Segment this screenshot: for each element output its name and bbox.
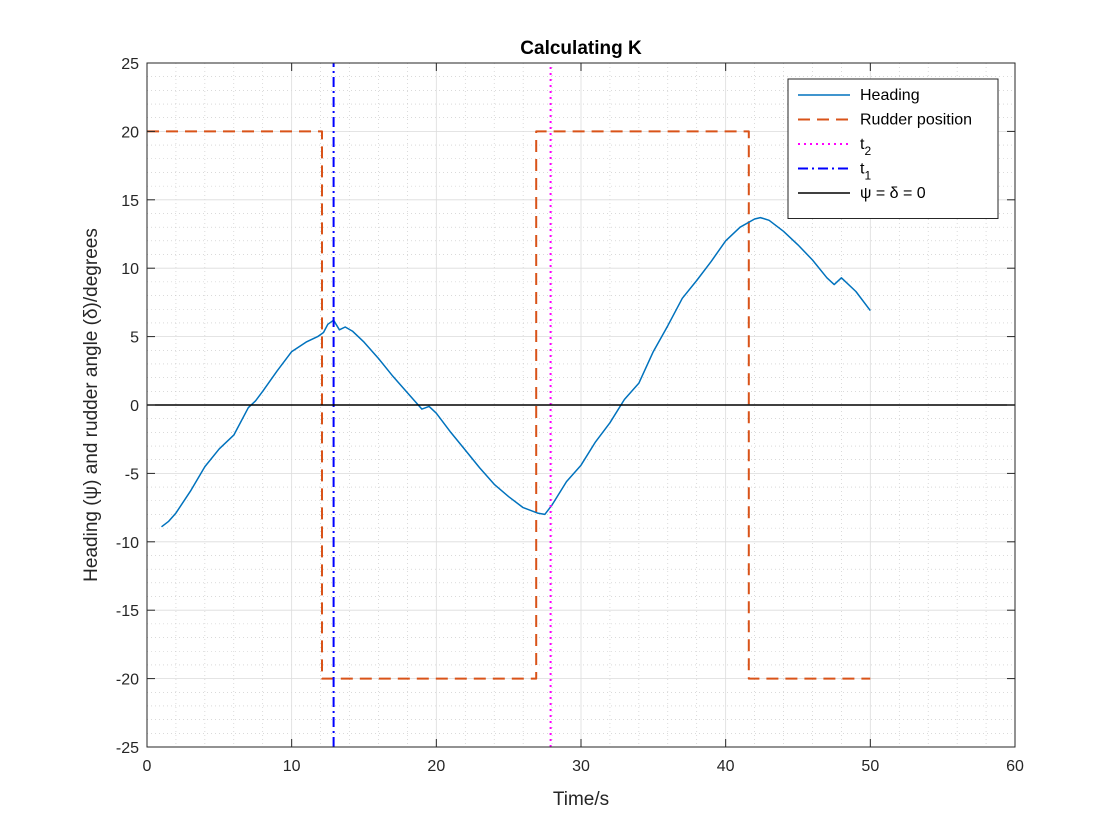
legend-label-3: t1 [860, 161, 871, 183]
series-line-1 [147, 130, 871, 680]
legend-label-1: Rudder position [860, 112, 972, 129]
x-tick-label: 40 [717, 758, 735, 775]
y-tick-label: -10 [116, 535, 139, 552]
legend-box [787, 78, 999, 219]
x-tick-label: 10 [283, 758, 301, 775]
y-tick-label: 5 [130, 330, 139, 347]
x-tick-label: 0 [143, 758, 152, 775]
x-tick-label: 20 [427, 758, 445, 775]
y-tick-label: 25 [121, 56, 139, 73]
y-tick-label: 15 [121, 193, 139, 210]
legend-label-0: Heading [860, 87, 920, 104]
y-axis-label: Heading (ψ) and rudder angle (δ)/degrees [81, 228, 102, 582]
chart-title: Calculating K [520, 38, 642, 59]
legend-label-4: ψ = δ = 0 [860, 185, 926, 202]
legend: Heading Rudder position t2 t1 ψ = δ = 0 [787, 78, 999, 219]
y-tick-label: -25 [116, 740, 139, 757]
y-tick-label: 0 [130, 398, 139, 415]
series-line-0 [161, 216, 871, 528]
y-tick-label: -5 [125, 466, 139, 483]
x-tick-label: 30 [572, 758, 590, 775]
legend-label-2: t2 [860, 136, 871, 158]
x-tick-label: 60 [1006, 758, 1024, 775]
y-tick-label: -20 [116, 672, 139, 689]
y-tick-label: 20 [121, 124, 139, 141]
y-tick-label: -15 [116, 603, 139, 620]
x-axis-label: Time/s [553, 789, 609, 810]
x-tick-label: 50 [861, 758, 879, 775]
y-tick-label: 10 [121, 261, 139, 278]
